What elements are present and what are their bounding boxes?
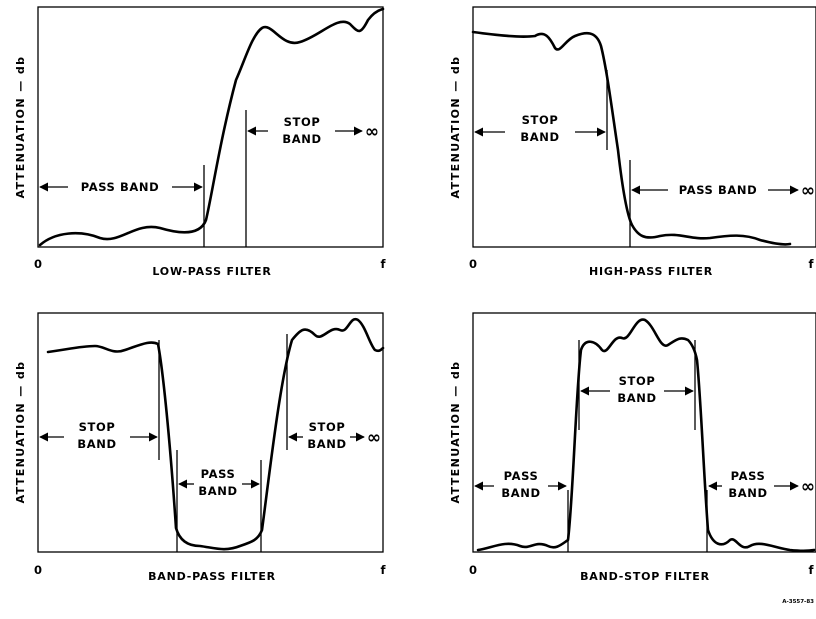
low-pass-response-curve (38, 7, 385, 247)
high-pass-response-curve (471, 30, 792, 246)
band-pass-stopband-right-label-1: STOP (309, 420, 346, 434)
band-pass-panel: ATTENUATION — db 0 f BAND-PASS FILTER ST… (14, 312, 386, 583)
high-pass-f-label: f (808, 257, 814, 271)
high-pass-origin-label: 0 (469, 257, 477, 271)
low-pass-stopband-label-2: BAND (282, 132, 321, 146)
band-stop-frame (472, 312, 816, 553)
low-pass-infinity-symbol: ∞ (365, 122, 379, 142)
band-pass-stopband-left-label-1: STOP (79, 420, 116, 434)
band-pass-frame (37, 312, 384, 553)
high-pass-infinity-symbol: ∞ (801, 181, 815, 201)
band-pass-stopband-left-label-2: BAND (77, 437, 116, 451)
band-stop-response-curve (476, 318, 816, 553)
band-stop-f-label: f (808, 563, 814, 577)
band-stop-stopband-label-1: STOP (619, 374, 656, 388)
band-stop-stopband-label-2: BAND (617, 391, 656, 405)
high-pass-frame (472, 6, 816, 248)
high-pass-passband-label: PASS BAND (679, 183, 758, 197)
band-stop-passband-right-label-2: BAND (728, 486, 767, 500)
figure-number: A-3557-83 (782, 599, 814, 605)
low-pass-stopband-label-1: STOP (284, 115, 321, 129)
band-stop-passband-left-label-1: PASS (504, 469, 539, 483)
high-pass-y-axis-label: ATTENUATION — db (449, 56, 462, 199)
band-stop-passband-left-label-2: BAND (501, 486, 540, 500)
band-pass-f-label: f (380, 563, 386, 577)
low-pass-f-label: f (380, 257, 386, 271)
low-pass-frame (37, 6, 384, 248)
band-stop-origin-label: 0 (469, 563, 477, 577)
band-pass-passband-label-1: PASS (201, 467, 236, 481)
low-pass-caption: LOW-PASS FILTER (152, 265, 271, 278)
band-pass-infinity-symbol: ∞ (367, 428, 381, 448)
high-pass-stopband-label-1: STOP (522, 113, 559, 127)
band-stop-caption: BAND-STOP FILTER (580, 570, 710, 583)
high-pass-stopband-label-2: BAND (520, 130, 559, 144)
low-pass-y-axis-label: ATTENUATION — db (14, 56, 27, 199)
band-stop-infinity-symbol: ∞ (801, 477, 815, 497)
band-pass-y-axis-label: ATTENUATION — db (14, 361, 27, 504)
band-pass-response-curve (46, 317, 385, 551)
high-pass-caption: HIGH-PASS FILTER (589, 265, 713, 278)
band-pass-passband-label-2: BAND (198, 484, 237, 498)
band-stop-passband-right-label-1: PASS (731, 469, 766, 483)
band-stop-y-axis-label: ATTENUATION — db (449, 361, 462, 504)
low-pass-origin-label: 0 (34, 257, 42, 271)
low-pass-passband-label: PASS BAND (81, 180, 160, 194)
band-stop-panel: ATTENUATION — db 0 f BAND-STOP FILTER PA… (449, 312, 816, 583)
high-pass-panel: ATTENUATION — db 0 f HIGH-PASS FILTER ST… (449, 6, 816, 278)
band-pass-caption: BAND-PASS FILTER (148, 570, 276, 583)
low-pass-panel: ATTENUATION — db 0 f LOW-PASS FILTER PAS… (14, 6, 386, 278)
band-pass-origin-label: 0 (34, 563, 42, 577)
band-pass-stopband-right-label-2: BAND (307, 437, 346, 451)
